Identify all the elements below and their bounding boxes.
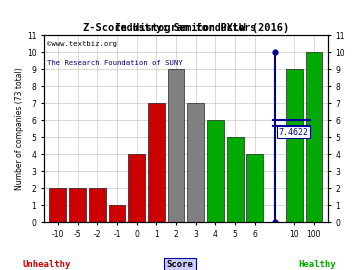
Bar	[148, 103, 165, 222]
Text: Score: Score	[167, 260, 193, 269]
Bar	[168, 69, 184, 222]
Bar	[69, 188, 86, 222]
Bar	[286, 69, 303, 222]
Text: ©www.textbiz.org: ©www.textbiz.org	[47, 41, 117, 47]
Bar	[306, 52, 322, 222]
Y-axis label: Number of companies (73 total): Number of companies (73 total)	[15, 67, 24, 190]
Text: Healthy: Healthy	[298, 260, 336, 269]
Bar	[207, 120, 224, 222]
Text: The Research Foundation of SUNY: The Research Foundation of SUNY	[47, 60, 183, 66]
Bar	[187, 103, 204, 222]
Bar	[128, 154, 145, 222]
Title: Z-Score Histogram for PXLW (2016): Z-Score Histogram for PXLW (2016)	[83, 23, 289, 33]
Bar	[227, 137, 243, 222]
Bar	[89, 188, 105, 222]
Bar	[247, 154, 263, 222]
Bar	[109, 205, 125, 222]
Text: 7.4622: 7.4622	[279, 128, 309, 137]
Text: Unhealthy: Unhealthy	[23, 260, 71, 269]
Bar	[49, 188, 66, 222]
Text: Industry: Semiconductors: Industry: Semiconductors	[116, 23, 256, 33]
